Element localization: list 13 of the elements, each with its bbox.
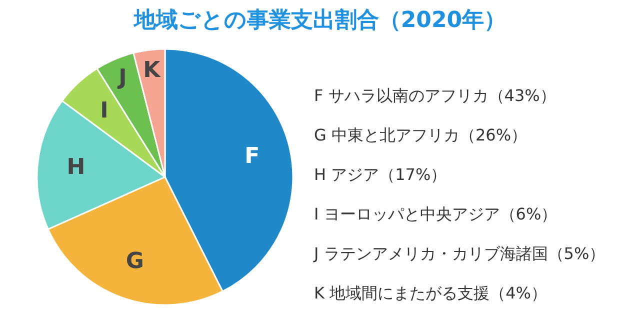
slice-label: F <box>244 144 260 169</box>
slice-label: H <box>66 154 86 180</box>
text: H アジア（17%） <box>314 165 447 184</box>
text: K 地域間にまたがる支援（4%） <box>314 284 547 302</box>
slice-label: J <box>116 66 127 91</box>
chart-title: 地域ごとの事業支出割合（2020年） <box>132 8 506 33</box>
slice-label: I <box>100 98 108 124</box>
text: J ラテンアメリカ・カリブ海諸国（5%） <box>313 244 606 263</box>
text: I ヨーロッパと中央アジア（6%） <box>314 204 558 224</box>
slice-label: K <box>143 58 162 83</box>
text: F サハラ以南のアフリカ（43%） <box>314 86 556 105</box>
slice-label: G <box>126 248 144 274</box>
text: G 中東と北アフリカ（26%） <box>314 126 528 144</box>
